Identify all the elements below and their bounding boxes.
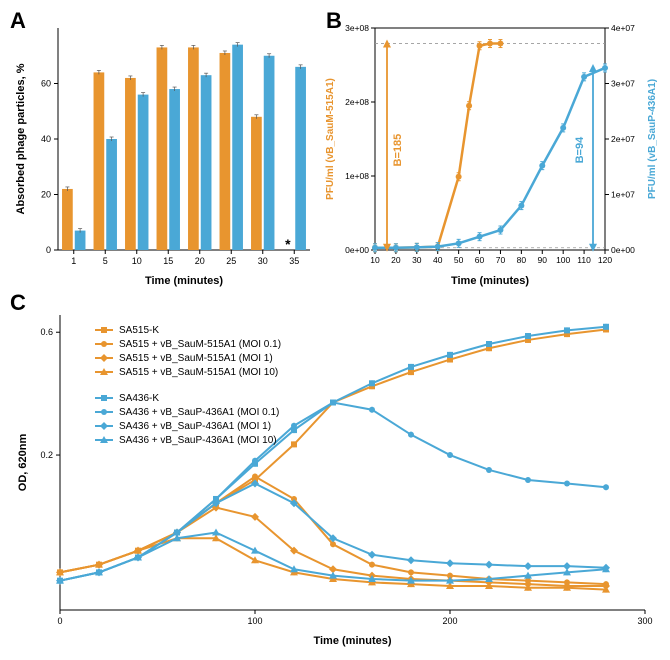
panel-c-label: C — [10, 290, 26, 316]
svg-text:10: 10 — [132, 256, 142, 266]
svg-text:SA436 + vB_SauP-436A1 (MOI 0.1: SA436 + vB_SauP-436A1 (MOI 0.1) — [119, 407, 279, 418]
svg-text:0.2: 0.2 — [40, 450, 53, 460]
svg-text:*: * — [285, 236, 291, 252]
svg-text:35: 35 — [289, 256, 299, 266]
svg-text:40: 40 — [41, 134, 51, 144]
svg-text:200: 200 — [442, 616, 457, 626]
svg-text:0e+00: 0e+00 — [611, 245, 635, 255]
svg-text:1: 1 — [71, 256, 76, 266]
svg-text:Time (minutes): Time (minutes) — [145, 275, 223, 287]
svg-text:B=94: B=94 — [574, 136, 586, 163]
svg-text:SA436 + vB_SauP-436A1 (MOI 10): SA436 + vB_SauP-436A1 (MOI 10) — [119, 435, 277, 446]
svg-text:110: 110 — [577, 255, 591, 265]
svg-text:80: 80 — [517, 255, 527, 265]
panel-b-label: B — [326, 8, 342, 34]
panel-b-svg: 1020304050607080901001101200e+001e+082e+… — [320, 10, 660, 290]
svg-text:0.6: 0.6 — [40, 327, 53, 337]
svg-text:25: 25 — [226, 256, 236, 266]
svg-text:120: 120 — [598, 255, 612, 265]
svg-text:3e+07: 3e+07 — [611, 79, 635, 89]
svg-text:300: 300 — [637, 616, 652, 626]
svg-text:30: 30 — [258, 256, 268, 266]
svg-text:20: 20 — [41, 190, 51, 200]
svg-text:100: 100 — [247, 616, 262, 626]
svg-text:40: 40 — [433, 255, 443, 265]
svg-text:5: 5 — [103, 256, 108, 266]
svg-text:SA515 + vB_SauM-515A1 (MOI 10): SA515 + vB_SauM-515A1 (MOI 10) — [119, 367, 278, 378]
svg-text:0: 0 — [46, 245, 51, 255]
svg-text:0: 0 — [57, 616, 62, 626]
svg-text:PFU/ml (vB_SauM-515A1): PFU/ml (vB_SauM-515A1) — [325, 78, 336, 200]
svg-text:20: 20 — [391, 255, 401, 265]
svg-text:Time (minutes): Time (minutes) — [451, 275, 529, 287]
svg-text:OD, 620nm: OD, 620nm — [17, 434, 29, 492]
panel-c-svg: 0 100 200 300 0.2 0.6 Time (minutes) OD, 620nm S… — [10, 290, 660, 650]
svg-text:B=185: B=185 — [392, 134, 404, 167]
svg-text:50: 50 — [454, 255, 464, 265]
svg-text:20: 20 — [195, 256, 205, 266]
svg-text:60: 60 — [475, 255, 485, 265]
panel-b: B 1020304050607080901001101200e+001e+082… — [320, 10, 660, 290]
svg-text:3e+08: 3e+08 — [345, 23, 369, 33]
svg-text:1e+08: 1e+08 — [345, 171, 369, 181]
svg-text:4e+07: 4e+07 — [611, 23, 635, 33]
top-row: A 0204060151015202530*35Time (minutes)Ab… — [10, 10, 660, 290]
panel-a-svg: 0204060151015202530*35Time (minutes)Abso… — [10, 10, 320, 290]
svg-text:SA436 + vB_SauP-436A1 (MOI 1): SA436 + vB_SauP-436A1 (MOI 1) — [119, 421, 271, 432]
svg-text:2e+07: 2e+07 — [611, 134, 635, 144]
svg-text:2e+08: 2e+08 — [345, 97, 369, 107]
svg-text:PFU/ml (vB_SauP-436A1): PFU/ml (vB_SauP-436A1) — [647, 79, 658, 199]
svg-text:90: 90 — [538, 255, 548, 265]
panel-c: C 0 100 200 300 0.2 0.6 Time (minutes) OD, 620n… — [10, 290, 660, 650]
svg-text:0e+00: 0e+00 — [345, 245, 369, 255]
svg-text:Absorbed phage particles, %: Absorbed phage particles, % — [15, 63, 27, 214]
panel-a: A 0204060151015202530*35Time (minutes)Ab… — [10, 10, 320, 290]
svg-text:10: 10 — [370, 255, 380, 265]
svg-text:15: 15 — [163, 256, 173, 266]
svg-text:30: 30 — [412, 255, 422, 265]
svg-text:SA436-K: SA436-K — [119, 393, 159, 404]
svg-text:1e+07: 1e+07 — [611, 190, 635, 200]
svg-text:SA515-K: SA515-K — [119, 325, 159, 336]
svg-text:SA515 + vB_SauM-515A1 (MOI 1): SA515 + vB_SauM-515A1 (MOI 1) — [119, 353, 273, 364]
svg-text:70: 70 — [496, 255, 506, 265]
svg-text:SA515 + vB_SauM-515A1 (MOI 0.1: SA515 + vB_SauM-515A1 (MOI 0.1) — [119, 339, 281, 350]
figure-container: A 0204060151015202530*35Time (minutes)Ab… — [10, 10, 660, 650]
svg-text:60: 60 — [41, 79, 51, 89]
svg-text:Time (minutes): Time (minutes) — [313, 635, 391, 647]
svg-text:100: 100 — [556, 255, 570, 265]
panel-a-label: A — [10, 8, 26, 34]
